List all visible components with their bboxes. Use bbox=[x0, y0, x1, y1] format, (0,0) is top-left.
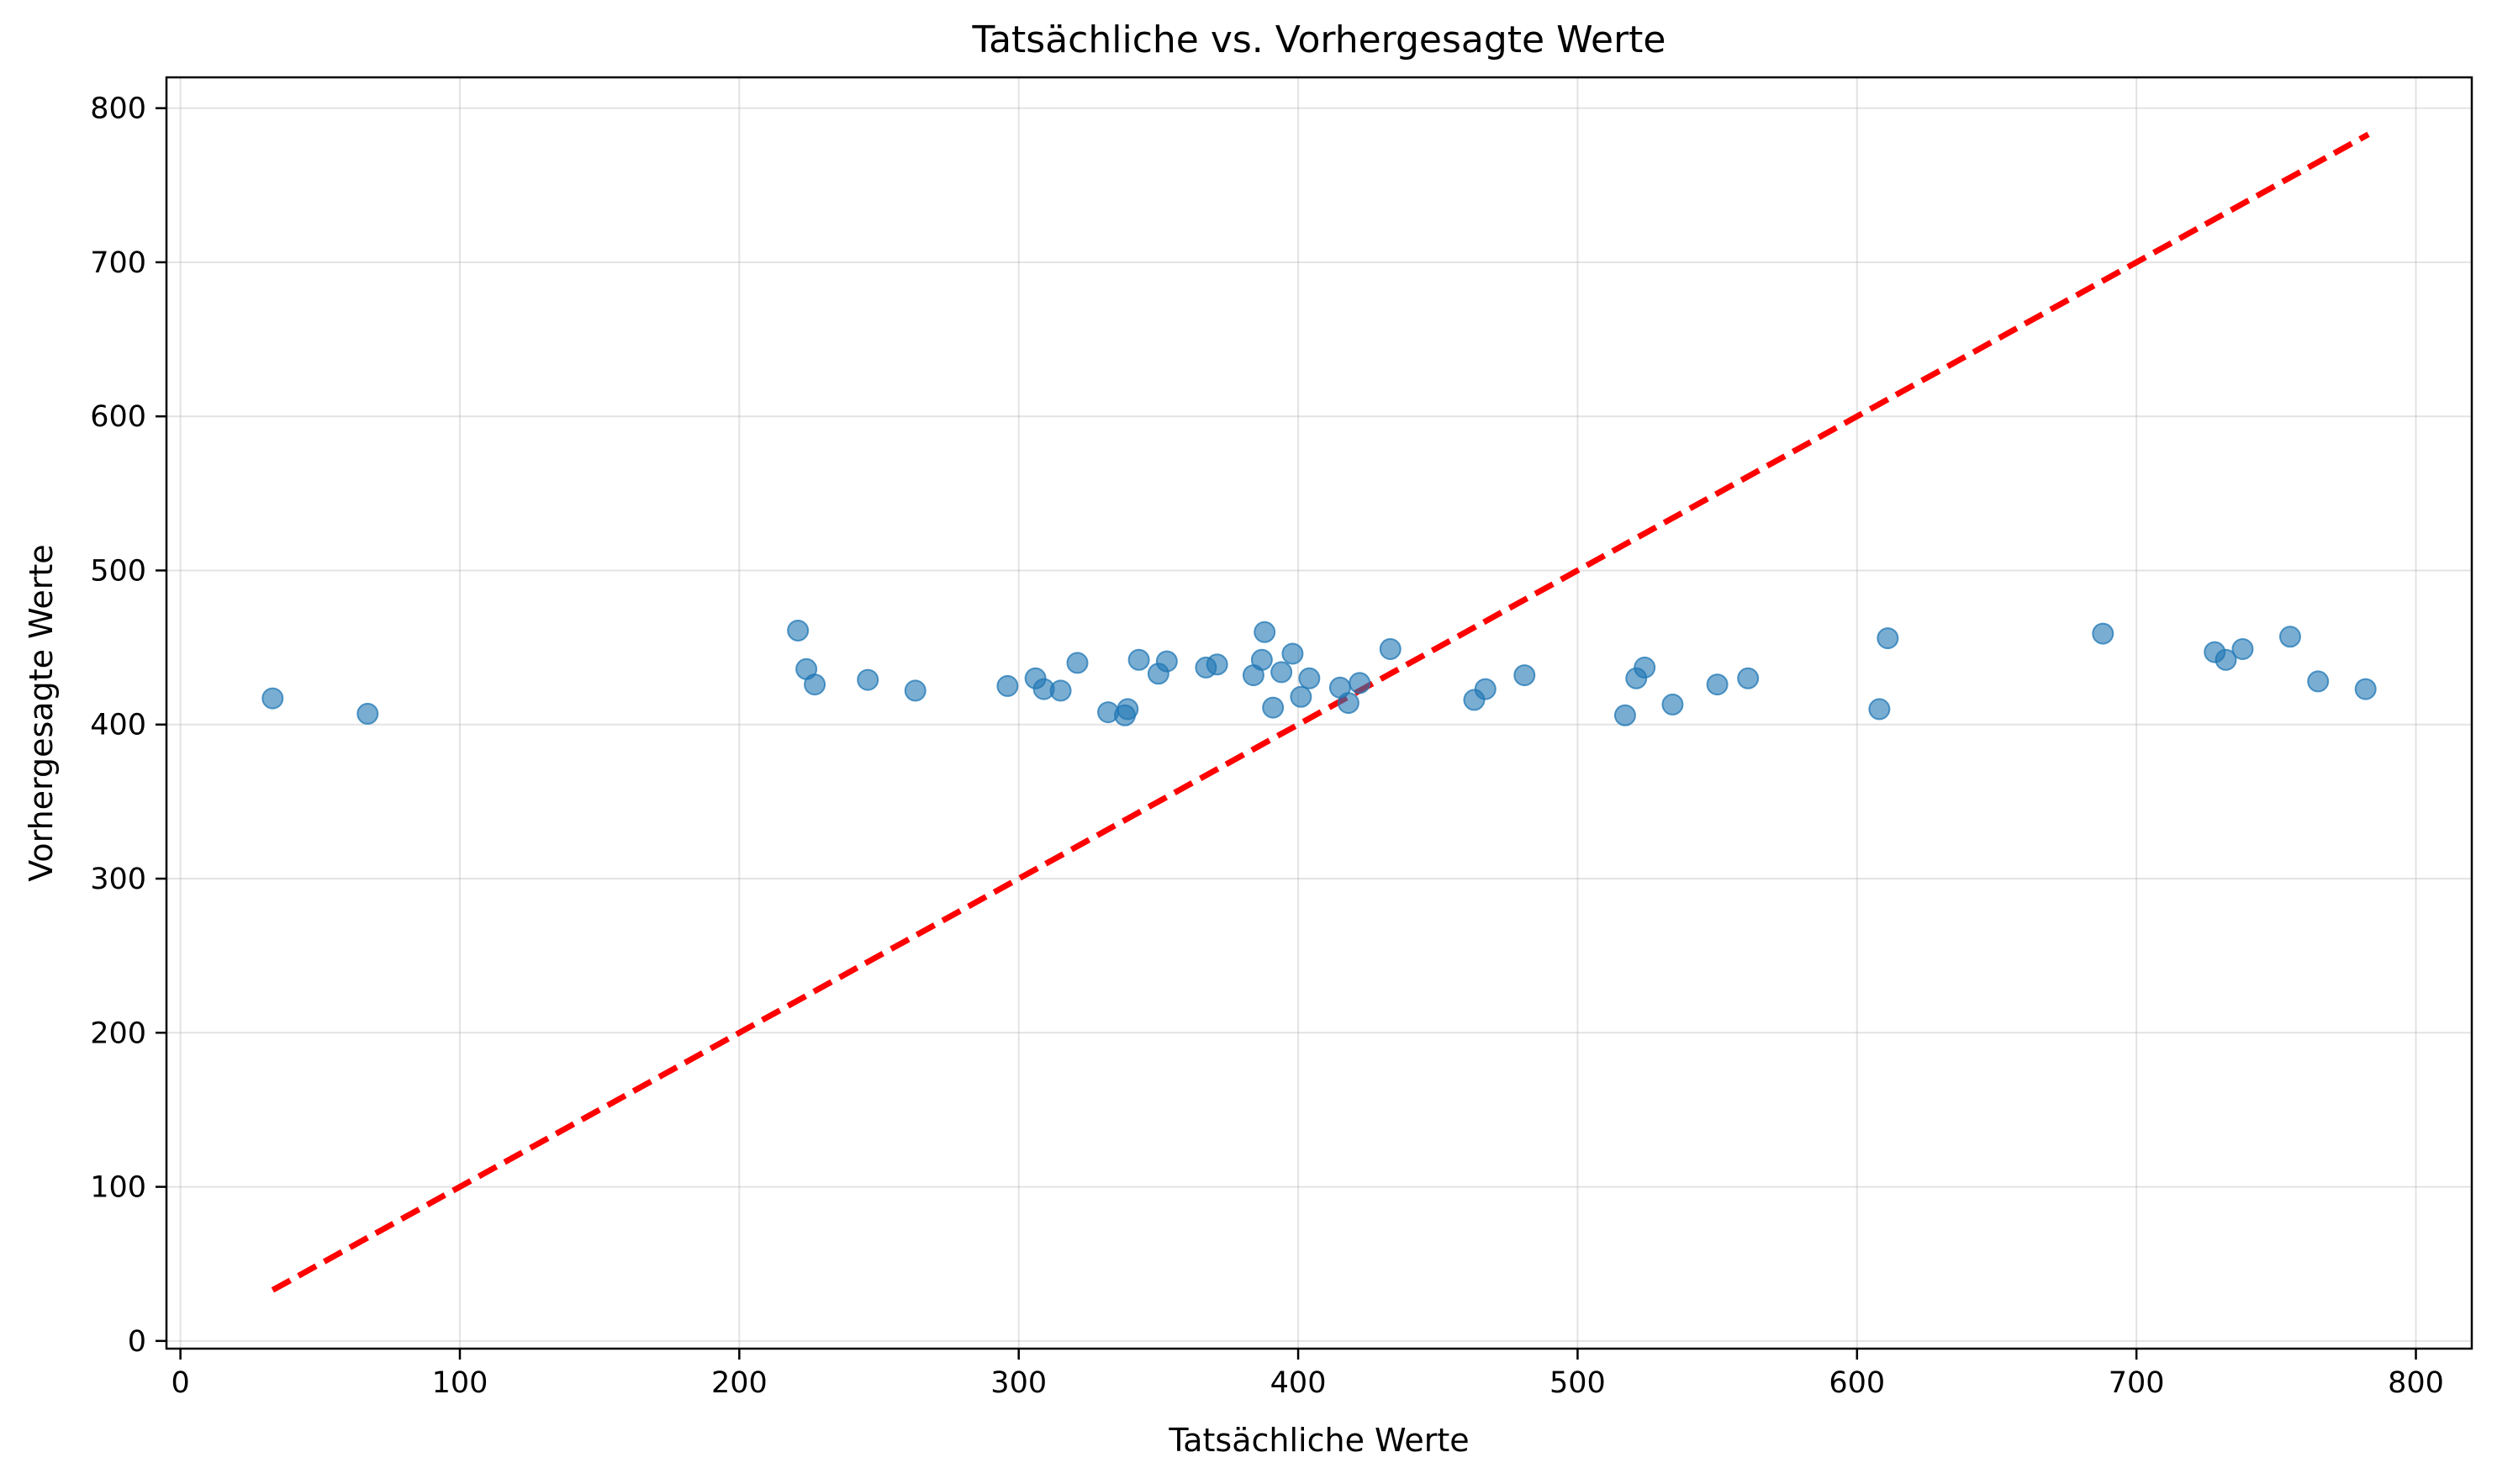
scatter-point bbox=[1127, 648, 1150, 671]
scatter-point bbox=[356, 702, 379, 725]
scatter-point bbox=[1270, 661, 1293, 684]
x-tick-label: 700 bbox=[2109, 1366, 2165, 1400]
x-tick-label: 500 bbox=[1549, 1366, 1606, 1400]
scatter-point bbox=[1349, 672, 1371, 694]
scatter-point bbox=[1706, 673, 1729, 696]
data-points bbox=[261, 619, 2377, 726]
y-tick-label: 600 bbox=[90, 400, 146, 434]
y-tick-label: 700 bbox=[90, 246, 146, 280]
scatter-point bbox=[2231, 637, 2254, 660]
reference-line bbox=[271, 131, 2370, 1293]
y-tick-label: 400 bbox=[90, 709, 146, 742]
x-tick-label: 600 bbox=[1829, 1366, 1885, 1400]
plot-frame bbox=[165, 76, 2473, 1350]
scatter-point bbox=[1281, 642, 1304, 665]
x-tick-label: 400 bbox=[1270, 1366, 1327, 1400]
scatter-point bbox=[1613, 704, 1636, 726]
scatter-point bbox=[1298, 667, 1321, 689]
y-tick-label: 500 bbox=[90, 554, 146, 588]
x-tick-label: 100 bbox=[432, 1366, 488, 1400]
scatter-point bbox=[1117, 698, 1139, 721]
x-tick-label: 300 bbox=[990, 1366, 1047, 1400]
x-tick-label: 800 bbox=[2388, 1366, 2444, 1400]
x-axis-label: Tatsächliche Werte bbox=[1168, 1422, 1469, 1459]
scatter-point bbox=[1262, 696, 1285, 719]
y-tick-label: 300 bbox=[90, 863, 146, 896]
scatter-point bbox=[1379, 637, 1402, 660]
x-tick-label: 0 bbox=[171, 1366, 189, 1400]
scatter-point bbox=[1290, 685, 1312, 708]
scatter-point bbox=[857, 668, 879, 691]
scatter-point bbox=[261, 687, 284, 710]
scatter-point bbox=[1049, 679, 1072, 702]
scatter-point bbox=[2215, 648, 2237, 671]
y-tick-label: 200 bbox=[90, 1017, 146, 1050]
scatter-point bbox=[1155, 650, 1178, 673]
scatter-point bbox=[1250, 648, 1273, 671]
chart-title: Tatsächliche vs. Vorhergesagte Werte bbox=[971, 18, 1666, 61]
x-tick-label: 200 bbox=[711, 1366, 768, 1400]
y-tick-label: 100 bbox=[90, 1171, 146, 1205]
scatter-point bbox=[787, 619, 810, 642]
x-axis-ticks: 0 100 200 300 400 500 600 700 800 bbox=[171, 1349, 2444, 1400]
scatter-point bbox=[2278, 626, 2301, 648]
y-axis-ticks: 0 100 200 300 400 500 600 700 800 bbox=[90, 92, 166, 1359]
scatter-point bbox=[1254, 621, 1276, 643]
scatter-point bbox=[2307, 670, 2330, 693]
scatter-point bbox=[1206, 653, 1228, 676]
scatter-point bbox=[1337, 692, 1359, 715]
scatter-point bbox=[2092, 622, 2114, 645]
scatter-point bbox=[1868, 698, 1891, 721]
scatter-point bbox=[1474, 678, 1497, 700]
scatter-point bbox=[804, 673, 826, 696]
grid-lines bbox=[166, 77, 2472, 1349]
scatter-point bbox=[2354, 678, 2377, 700]
scatter-point bbox=[996, 674, 1019, 697]
scatter-point bbox=[904, 679, 926, 702]
scatter-point bbox=[1066, 652, 1089, 674]
scatter-point bbox=[1634, 656, 1656, 679]
y-tick-label: 0 bbox=[128, 1325, 146, 1359]
y-axis-label: Vorhergesagte Werte bbox=[23, 544, 60, 881]
scatter-point bbox=[1513, 664, 1536, 687]
scatter-point bbox=[1661, 693, 1684, 716]
scatter-point bbox=[1877, 627, 1899, 650]
y-tick-label: 800 bbox=[90, 92, 146, 126]
scatter-point bbox=[1737, 667, 1760, 689]
